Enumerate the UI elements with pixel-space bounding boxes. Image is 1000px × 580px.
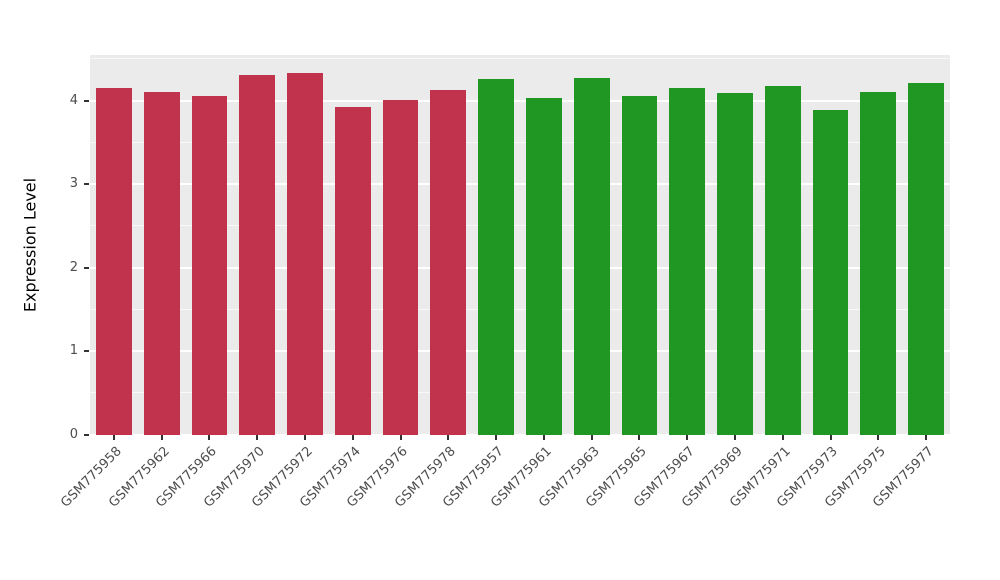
y-tick-mark <box>84 266 89 269</box>
y-tick-mark <box>84 350 89 353</box>
bar <box>287 73 323 435</box>
gridline-minor <box>90 141 950 143</box>
gridline-major <box>90 350 950 353</box>
plot-panel <box>90 55 950 436</box>
x-tick-mark <box>829 435 832 440</box>
bar <box>430 90 467 435</box>
gridline-minor <box>90 58 950 60</box>
x-tick-mark <box>208 435 211 440</box>
x-tick-mark <box>495 435 498 440</box>
bar <box>478 79 515 435</box>
gridline-minor <box>90 225 950 227</box>
gridline-minor <box>90 308 950 310</box>
bar <box>717 93 753 435</box>
x-tick-mark <box>877 435 880 440</box>
bar <box>95 87 132 435</box>
y-axis-title: Expression Level <box>20 177 40 313</box>
y-tick-label: 3 <box>69 176 78 192</box>
x-tick-mark <box>542 435 545 440</box>
y-tick-label: 0 <box>69 427 78 442</box>
gridline-major <box>90 266 950 269</box>
bar <box>334 106 371 435</box>
x-tick-mark <box>734 435 736 440</box>
bar <box>239 75 276 435</box>
bar <box>191 95 228 435</box>
bar <box>860 91 897 435</box>
x-tick-mark <box>781 435 784 440</box>
bar <box>669 87 706 435</box>
x-tick-mark <box>686 435 689 440</box>
x-tick-mark <box>925 435 928 440</box>
gridline-major <box>90 434 950 436</box>
gridline-major <box>90 183 950 186</box>
x-tick-mark <box>256 435 259 440</box>
bar <box>143 91 180 435</box>
bar <box>764 85 801 435</box>
bar <box>812 110 849 435</box>
bar <box>382 100 419 435</box>
x-tick-mark <box>304 435 306 440</box>
x-tick-mark <box>351 435 354 440</box>
y-tick-label: 2 <box>69 259 78 275</box>
x-tick-mark <box>447 435 450 440</box>
y-tick-mark <box>84 434 89 436</box>
y-tick-mark <box>84 99 89 102</box>
x-tick-mark <box>638 435 641 440</box>
x-tick-mark <box>399 435 402 440</box>
x-tick-mark <box>160 435 163 440</box>
bar <box>621 95 658 435</box>
bar <box>573 77 610 435</box>
bar <box>908 83 945 435</box>
x-tick-mark <box>112 435 115 440</box>
gridline-major <box>90 99 950 102</box>
y-tick-mark <box>84 183 89 186</box>
bar <box>525 98 562 435</box>
x-tick-mark <box>590 435 593 440</box>
gridline-minor <box>90 392 950 394</box>
y-tick-label: 1 <box>69 343 78 359</box>
y-tick-label: 4 <box>69 92 78 108</box>
